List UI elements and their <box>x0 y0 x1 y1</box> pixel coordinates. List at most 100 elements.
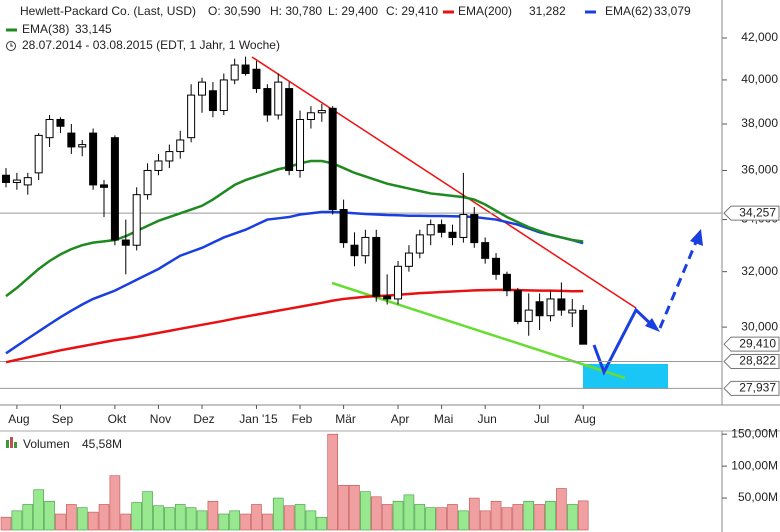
x-tick-label: Sep <box>52 412 74 426</box>
x-tick-label: Apr <box>391 412 410 426</box>
volume-bar <box>468 497 480 531</box>
volume-bar <box>294 504 306 531</box>
candle-body <box>361 236 370 257</box>
x-tick-label: Aug <box>574 412 595 426</box>
quote-close: C: 29,410 <box>386 4 438 18</box>
x-tick-label: Aug <box>8 412 29 426</box>
candle-body <box>219 79 228 112</box>
volume-bar <box>87 511 99 531</box>
volume-bar <box>22 504 34 531</box>
volume-bar <box>240 513 251 531</box>
volume-bar <box>185 507 197 531</box>
candle-body <box>285 88 294 171</box>
candle-body <box>459 214 468 238</box>
y-tick-label: 42,000 <box>741 30 778 44</box>
candle-body <box>154 160 163 171</box>
clock-hand <box>10 43 13 47</box>
candle-body <box>470 214 479 244</box>
level-label: 34,257 <box>739 205 776 219</box>
volume-bar <box>76 507 88 531</box>
arrow-head <box>645 318 660 332</box>
legend-label: EMA(38) <box>22 22 69 36</box>
volume-bar <box>174 504 186 531</box>
volume-bar <box>131 502 142 531</box>
candle-body <box>263 88 272 116</box>
candle-body <box>198 81 207 96</box>
candle-body <box>100 184 109 188</box>
candle-body <box>176 139 185 153</box>
chart-subtitle: 28.07.2014 - 03.08.2015 (EDT, 1 Jahr, 1 … <box>22 38 280 52</box>
volume-bar <box>338 484 349 531</box>
volume-bar <box>545 500 556 531</box>
legend-value: 33,079 <box>654 4 691 18</box>
level-label: 28,822 <box>739 354 776 368</box>
y-tick-label: 36,000 <box>741 163 778 177</box>
candle-body <box>143 169 152 196</box>
candle-body <box>252 68 261 90</box>
x-tick-label: Mai <box>434 412 453 426</box>
candle-body <box>121 239 130 246</box>
candle-body <box>241 64 250 75</box>
ema-line <box>5 288 584 364</box>
volume-bar <box>11 510 23 531</box>
candle-body <box>2 174 10 183</box>
candle-body <box>524 309 533 322</box>
volume-bar <box>381 504 393 531</box>
candle-body <box>230 64 239 81</box>
volume-bar <box>305 510 317 531</box>
volume-bar <box>556 488 567 531</box>
candle-body <box>372 236 381 297</box>
volume-bar <box>512 504 524 531</box>
x-tick-label: Nov <box>150 412 171 426</box>
volume-bar <box>479 510 491 531</box>
x-tick-label: Feb <box>292 412 313 426</box>
candle-body <box>481 242 490 259</box>
quote-open: O: 30,590 <box>208 4 261 18</box>
candle-body <box>535 301 544 317</box>
chart-title: Hewlett-Packard Co. (Last, USD) <box>20 4 196 18</box>
volume-label: Volumen <box>23 437 70 451</box>
volume-bar <box>55 513 66 531</box>
volume-bar <box>316 516 328 531</box>
candle-body <box>274 81 283 116</box>
volume-bar <box>392 500 404 531</box>
volume-bar <box>436 507 447 531</box>
level-label: 29,410 <box>739 336 776 350</box>
volume-icon <box>6 440 9 448</box>
volume-bar <box>44 500 55 531</box>
quote-low: L: 29,400 <box>328 4 378 18</box>
candle-body <box>306 112 315 120</box>
trend-line <box>331 281 626 380</box>
candle-body <box>437 224 446 233</box>
clock-icon <box>6 41 16 51</box>
y-tick-label: 40,000 <box>741 72 778 86</box>
x-tick-label: Jul <box>534 412 549 426</box>
candle-body <box>415 234 424 254</box>
volume-bar <box>229 510 240 531</box>
volume-bar <box>262 513 273 531</box>
volume-bar <box>425 507 437 531</box>
candle-body <box>394 265 403 300</box>
volume-bar <box>403 494 415 531</box>
volume-bar <box>577 500 589 531</box>
volume-bar <box>153 505 164 531</box>
candle-body <box>67 132 76 148</box>
volume-bar <box>272 497 284 531</box>
volume-bar <box>458 510 469 531</box>
volume-bar <box>414 504 426 531</box>
ema-line <box>5 159 584 298</box>
candle-body <box>132 194 141 246</box>
y-tick-label: 30,000 <box>741 319 778 333</box>
legend-value: 31,282 <box>529 4 566 18</box>
x-tick-label: Jan '15 <box>239 412 278 426</box>
volume-bar <box>207 500 219 531</box>
level-marker <box>723 354 780 370</box>
volume-bar <box>360 491 371 531</box>
volume-bar <box>283 505 295 531</box>
candle-body <box>513 290 522 322</box>
candle-body <box>502 273 511 292</box>
candle-body <box>208 90 217 112</box>
candle-body <box>568 309 577 314</box>
volume-icon <box>14 442 17 448</box>
